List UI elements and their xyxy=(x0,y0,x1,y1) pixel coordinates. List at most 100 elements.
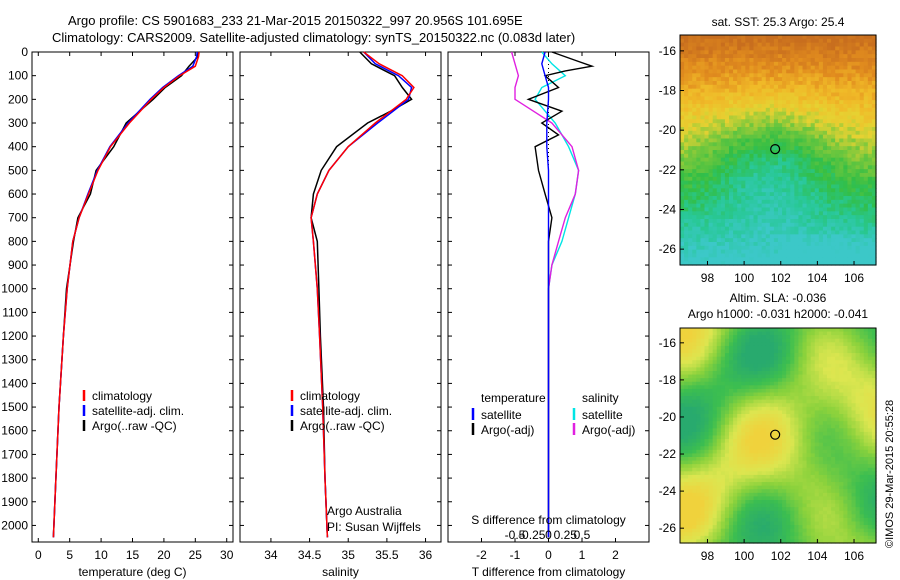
map-cell xyxy=(716,134,722,140)
map-cell xyxy=(867,100,873,105)
map-cell xyxy=(773,245,779,251)
map-cell xyxy=(835,196,840,201)
map-cell xyxy=(782,100,787,105)
map-cell xyxy=(818,424,824,429)
map-cell xyxy=(855,414,861,419)
map-cell xyxy=(818,142,824,147)
map-cell xyxy=(716,371,722,376)
map-cell xyxy=(773,58,779,63)
map-cell xyxy=(835,84,840,90)
map-cell xyxy=(847,356,853,361)
map-cell xyxy=(810,360,816,365)
map-cell xyxy=(810,219,816,224)
map-cell xyxy=(822,119,828,124)
map-cell xyxy=(867,388,873,394)
map-cell xyxy=(765,150,771,155)
map-cell xyxy=(741,69,746,74)
map-cell xyxy=(831,123,836,128)
map-cell xyxy=(712,356,718,361)
map-cell xyxy=(843,134,849,140)
map-cell xyxy=(859,338,865,343)
map-cell xyxy=(765,123,771,128)
map-cell xyxy=(863,73,869,78)
map-cell xyxy=(786,215,791,220)
map-cell xyxy=(749,169,755,174)
map-cell xyxy=(769,46,775,51)
map-cell xyxy=(745,69,751,74)
map-cell xyxy=(708,414,714,419)
map-cell xyxy=(835,203,840,209)
map-cell xyxy=(843,111,849,117)
map-cell xyxy=(786,150,791,155)
map-cell xyxy=(712,249,718,255)
map-cell xyxy=(835,35,840,40)
map-cell xyxy=(741,356,746,361)
map-cell xyxy=(790,88,795,94)
map-cell xyxy=(749,453,755,458)
map-cell xyxy=(700,457,706,462)
map-cell xyxy=(737,464,742,469)
map-cell xyxy=(855,342,861,347)
map-cell xyxy=(790,123,795,128)
map-cell xyxy=(753,342,759,347)
map-cell xyxy=(757,242,763,247)
map-cell xyxy=(680,73,685,78)
map-cell xyxy=(737,253,742,258)
map-cell xyxy=(684,421,689,426)
map-cell xyxy=(835,127,840,132)
map-cell xyxy=(818,414,824,419)
map-cell xyxy=(680,219,685,224)
map-cell xyxy=(847,35,853,40)
map-cell xyxy=(753,356,759,361)
map-cell xyxy=(851,42,857,48)
map-cell xyxy=(859,165,865,170)
map-cell xyxy=(822,219,828,224)
map-cell xyxy=(802,146,808,151)
map-cell xyxy=(761,138,767,143)
map-cell xyxy=(778,157,783,163)
map-cell xyxy=(708,328,714,333)
map-cell xyxy=(765,115,771,120)
map-cell xyxy=(859,134,865,140)
map-cell xyxy=(729,169,734,174)
map-cell xyxy=(810,184,816,189)
map-cell xyxy=(688,161,693,166)
map-cell xyxy=(859,107,865,113)
map-cell xyxy=(802,245,808,251)
map-cell xyxy=(831,38,836,44)
map-cell xyxy=(827,81,832,86)
map-cell xyxy=(741,38,746,44)
map-cell xyxy=(843,257,849,262)
map-cell xyxy=(843,115,849,120)
map-cell xyxy=(712,184,718,189)
map-cell xyxy=(794,342,800,347)
map-cell xyxy=(680,439,685,444)
map-cell xyxy=(753,238,759,243)
map-cell xyxy=(827,253,832,258)
map-cell xyxy=(749,111,755,117)
map-cell xyxy=(753,188,759,193)
map-cell xyxy=(737,104,742,109)
map-cell xyxy=(696,349,702,354)
map-cell xyxy=(716,460,722,465)
map-cell xyxy=(729,222,734,228)
map-cell xyxy=(745,134,751,140)
map-cell xyxy=(798,188,804,193)
map-cell xyxy=(765,161,771,166)
map-cell xyxy=(700,46,706,51)
map-cell xyxy=(831,335,836,340)
map-cell xyxy=(802,396,808,401)
map-cell xyxy=(684,150,689,155)
map-cell xyxy=(773,449,779,455)
map-cell xyxy=(822,46,828,51)
map-cell xyxy=(729,119,734,124)
map-cell xyxy=(749,439,755,444)
map-cell xyxy=(684,130,689,136)
map-cell xyxy=(802,192,808,197)
map-cell xyxy=(716,81,722,86)
map-cell xyxy=(863,424,869,429)
map-cell xyxy=(839,335,844,340)
map-cell xyxy=(802,196,808,201)
map-cell xyxy=(782,81,787,86)
map-cell xyxy=(867,335,873,340)
